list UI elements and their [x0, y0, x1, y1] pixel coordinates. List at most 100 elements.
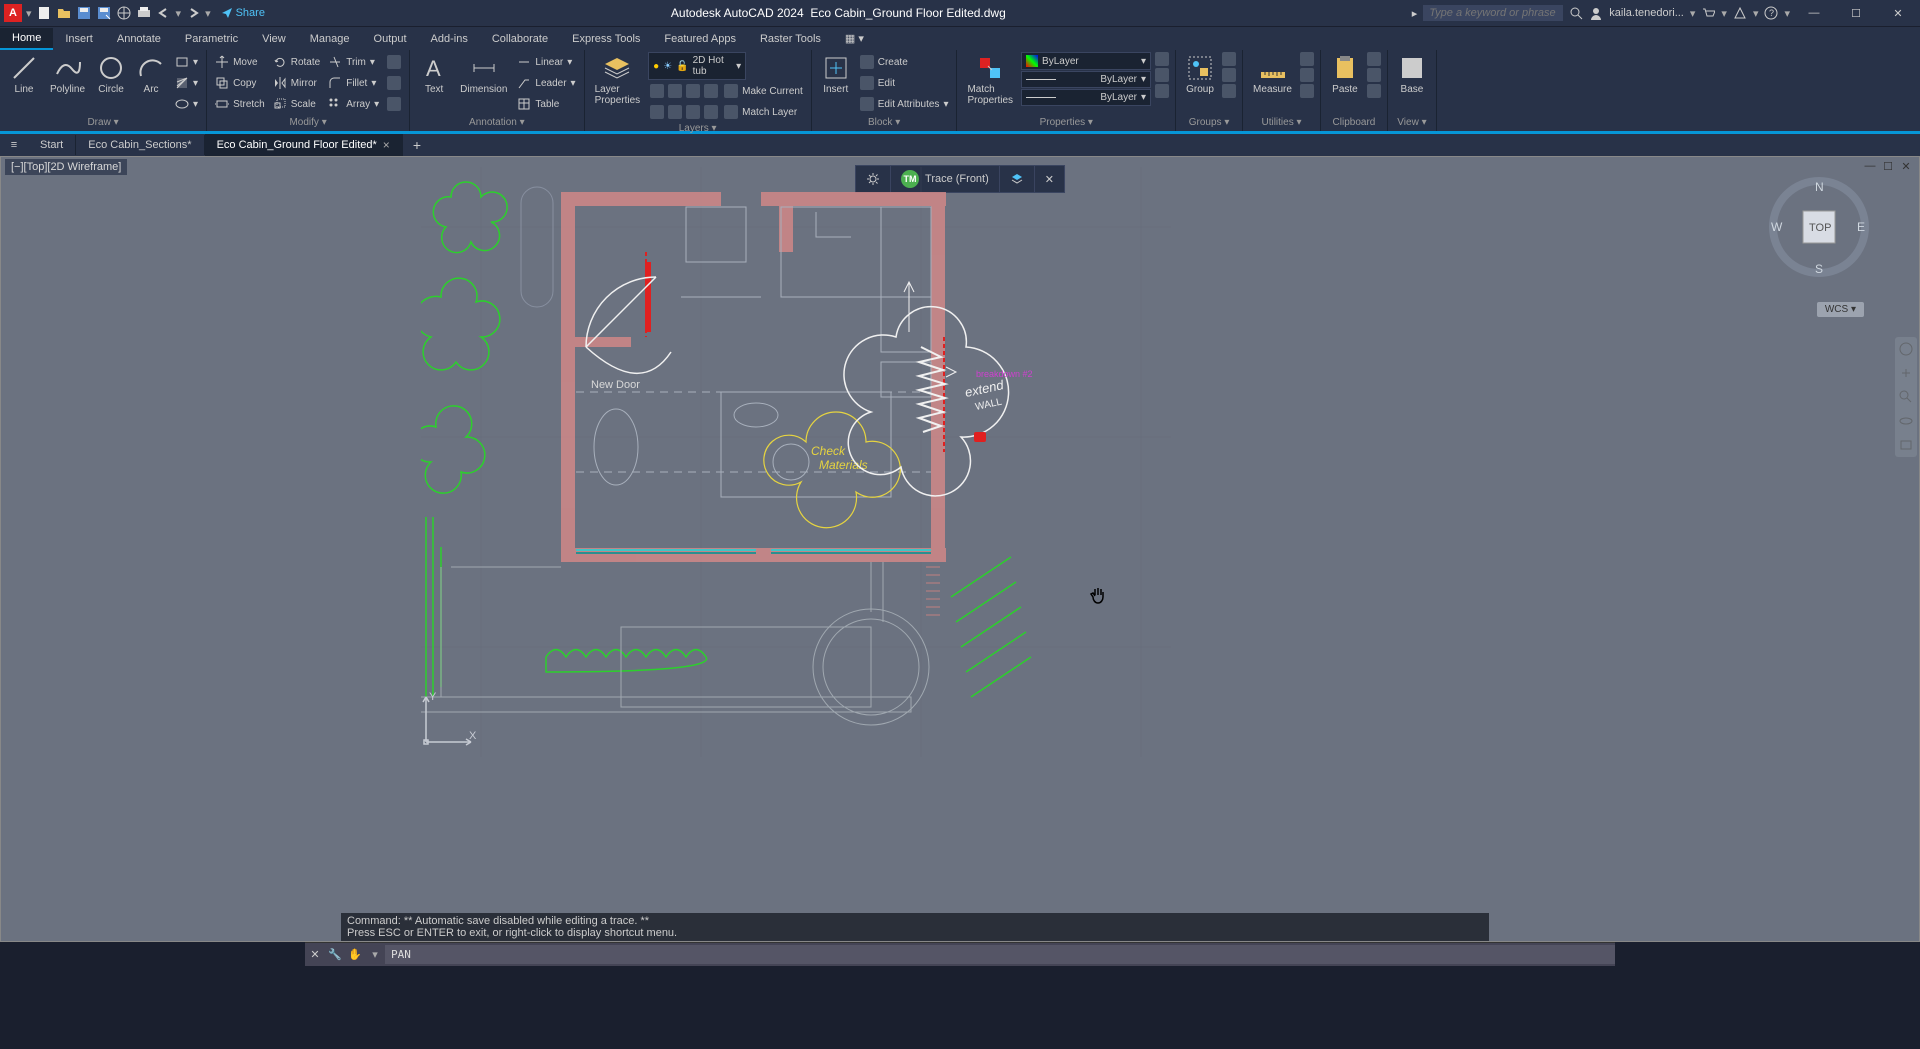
menu-parametric[interactable]: Parametric	[173, 29, 250, 49]
util-tool-3[interactable]	[1300, 84, 1314, 98]
util-tool-1[interactable]	[1300, 52, 1314, 66]
scale-button[interactable]: Scale	[271, 94, 322, 114]
clip-tool-3[interactable]	[1367, 84, 1381, 98]
help-icon[interactable]: ?	[1764, 6, 1778, 20]
prop-tool-2[interactable]	[1155, 68, 1169, 82]
drawing-area[interactable]: [−][Top][2D Wireframe] — ☐ ✕ TMTrace (Fr…	[0, 156, 1920, 942]
nav-wheel-icon[interactable]	[1898, 341, 1914, 357]
nav-zoom-icon[interactable]	[1898, 389, 1914, 405]
create-block-button[interactable]: Create	[858, 52, 951, 72]
copy-button[interactable]: Copy	[213, 73, 267, 93]
layer-dropdown[interactable]: ●☀🔓 2D Hot tub▾	[648, 52, 746, 80]
group-tool-3[interactable]	[1222, 84, 1236, 98]
menu-collaborate[interactable]: Collaborate	[480, 29, 560, 49]
new-icon[interactable]	[36, 5, 52, 21]
panel-utilities-title[interactable]: Utilities ▾	[1249, 116, 1314, 129]
menu-boxes-icon[interactable]: ▦ ▾	[833, 28, 876, 49]
menu-manage[interactable]: Manage	[298, 29, 362, 49]
vp-minimize-icon[interactable]: —	[1863, 159, 1877, 173]
ellipse-button[interactable]: ▾	[173, 94, 200, 114]
nav-orbit-icon[interactable]	[1898, 413, 1914, 429]
polyline-button[interactable]: Polyline	[46, 52, 89, 97]
app-icon[interactable]: A	[4, 4, 22, 22]
viewport-label[interactable]: [−][Top][2D Wireframe]	[5, 159, 127, 175]
cmd-close-icon[interactable]: ✕	[305, 948, 325, 961]
mirror-button[interactable]: Mirror	[271, 73, 322, 93]
cmd-chevron-icon[interactable]: ▾	[365, 948, 385, 961]
array-button[interactable]: Array ▾	[326, 94, 381, 114]
vp-close-icon[interactable]: ✕	[1899, 159, 1913, 173]
rectangle-button[interactable]: ▾	[173, 52, 200, 72]
viewcube-s[interactable]: S	[1815, 262, 1823, 276]
user-label[interactable]: kaila.tenedori...	[1609, 7, 1684, 19]
filetab-groundfloor[interactable]: Eco Cabin_Ground Floor Edited*×	[205, 134, 403, 156]
panel-annotation-title[interactable]: Annotation ▾	[416, 116, 577, 129]
filetab-menu-icon[interactable]: ≡	[0, 139, 28, 151]
web-icon[interactable]	[116, 5, 132, 21]
cut-button[interactable]	[1367, 52, 1381, 66]
layer-tool-2[interactable]	[648, 102, 720, 122]
prop-tool-3[interactable]	[1155, 84, 1169, 98]
nav-pan-icon[interactable]	[1898, 365, 1914, 381]
panel-clipboard-title[interactable]: Clipboard	[1327, 116, 1381, 129]
panel-block-title[interactable]: Block ▾	[818, 116, 951, 129]
filetab-sections[interactable]: Eco Cabin_Sections*	[76, 135, 204, 155]
erase-button[interactable]	[385, 52, 403, 72]
menu-raster[interactable]: Raster Tools	[748, 29, 833, 49]
dimension-button[interactable]: Dimension	[456, 52, 511, 97]
cart-icon[interactable]	[1701, 6, 1715, 20]
linear-button[interactable]: Linear ▾	[515, 52, 577, 72]
close-button[interactable]: ✕	[1880, 2, 1916, 24]
share-link[interactable]: Share	[221, 7, 265, 19]
rotate-button[interactable]: Rotate	[271, 52, 322, 72]
copy-clip-button[interactable]	[1367, 68, 1381, 82]
search-input[interactable]	[1423, 5, 1563, 21]
redo-icon[interactable]	[185, 5, 201, 21]
color-dropdown[interactable]: ByLayer▾	[1021, 52, 1151, 70]
menu-insert[interactable]: Insert	[53, 29, 105, 49]
viewcube-face[interactable]: TOP	[1809, 222, 1831, 234]
edit-block-button[interactable]: Edit	[858, 73, 951, 93]
panel-draw-title[interactable]: Draw ▾	[6, 116, 200, 129]
nav-showmotion-icon[interactable]	[1898, 437, 1914, 453]
circle-button[interactable]: Circle	[93, 52, 129, 97]
match-properties-button[interactable]: Match Properties	[963, 52, 1017, 108]
panel-properties-title[interactable]: Properties ▾	[963, 116, 1169, 129]
search-icon[interactable]	[1569, 6, 1583, 20]
group-tool-2[interactable]	[1222, 68, 1236, 82]
filetab-add-button[interactable]: +	[403, 133, 431, 157]
linetype-dropdown[interactable]: ByLayer▾	[1021, 89, 1151, 106]
viewcube-e[interactable]: E	[1857, 220, 1865, 234]
autodesk-icon[interactable]	[1733, 6, 1747, 20]
stretch-button[interactable]: Stretch	[213, 94, 267, 114]
match-layer-button[interactable]: Match Layer	[722, 102, 805, 122]
prop-tool-1[interactable]	[1155, 52, 1169, 66]
viewcube-n[interactable]: N	[1815, 180, 1824, 194]
layer-tool-1[interactable]	[648, 81, 720, 101]
search-chevron-icon[interactable]: ▸	[1412, 7, 1418, 20]
menu-addins[interactable]: Add-ins	[419, 29, 480, 49]
open-icon[interactable]	[56, 5, 72, 21]
group-tool-1[interactable]	[1222, 52, 1236, 66]
leader-button[interactable]: Leader ▾	[515, 73, 577, 93]
menu-home[interactable]: Home	[0, 28, 53, 50]
viewcube-w[interactable]: W	[1771, 220, 1783, 234]
minimize-button[interactable]: —	[1796, 2, 1832, 24]
saveas-icon[interactable]	[96, 5, 112, 21]
undo-icon[interactable]	[156, 5, 172, 21]
vp-maximize-icon[interactable]: ☐	[1881, 159, 1895, 173]
paste-button[interactable]: Paste	[1327, 52, 1363, 97]
line-button[interactable]: Line	[6, 52, 42, 97]
lineweight-dropdown[interactable]: ByLayer▾	[1021, 71, 1151, 88]
panel-layers-title[interactable]: Layers ▾	[591, 122, 805, 135]
move-button[interactable]: Move	[213, 52, 267, 72]
menu-featured[interactable]: Featured Apps	[652, 29, 748, 49]
plot-icon[interactable]	[136, 5, 152, 21]
layer-properties-button[interactable]: Layer Properties	[591, 52, 645, 108]
menu-output[interactable]: Output	[362, 29, 419, 49]
menu-express[interactable]: Express Tools	[560, 29, 652, 49]
insert-button[interactable]: Insert	[818, 52, 854, 97]
cmd-customize-icon[interactable]: 🔧	[325, 948, 345, 961]
base-button[interactable]: Base	[1394, 52, 1430, 97]
table-button[interactable]: Table	[515, 94, 577, 114]
